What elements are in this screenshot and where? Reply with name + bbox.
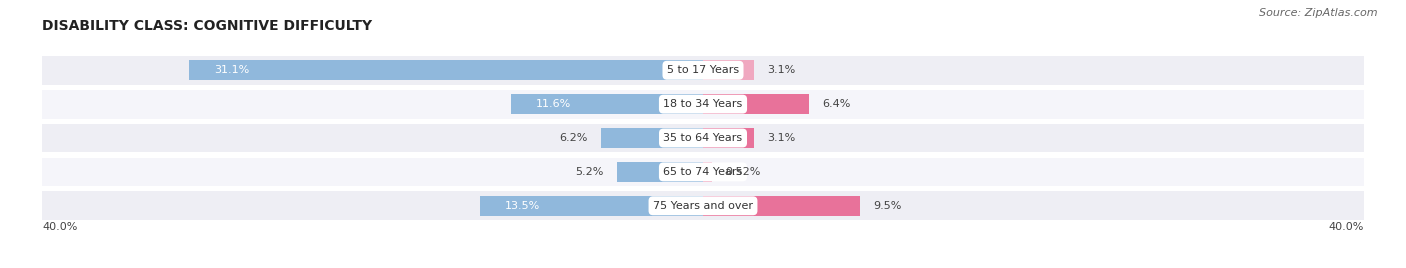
- Bar: [512, 94, 703, 114]
- Text: 40.0%: 40.0%: [1329, 222, 1364, 232]
- Text: 35 to 64 Years: 35 to 64 Years: [664, 133, 742, 143]
- Text: 65 to 74 Years: 65 to 74 Years: [664, 167, 742, 177]
- Bar: [190, 60, 703, 80]
- Text: 0.52%: 0.52%: [725, 167, 761, 177]
- Bar: [42, 56, 1364, 85]
- Text: Source: ZipAtlas.com: Source: ZipAtlas.com: [1260, 8, 1378, 18]
- Text: 11.6%: 11.6%: [536, 99, 571, 109]
- Bar: [703, 94, 808, 114]
- Bar: [600, 128, 703, 148]
- Text: 3.1%: 3.1%: [768, 133, 796, 143]
- Text: 3.1%: 3.1%: [768, 65, 796, 75]
- Text: 6.2%: 6.2%: [560, 133, 588, 143]
- Text: 18 to 34 Years: 18 to 34 Years: [664, 99, 742, 109]
- Bar: [42, 124, 1364, 152]
- Bar: [617, 162, 703, 182]
- Text: 13.5%: 13.5%: [505, 201, 540, 211]
- Bar: [42, 191, 1364, 220]
- Bar: [703, 128, 754, 148]
- Text: 75 Years and over: 75 Years and over: [652, 201, 754, 211]
- Bar: [42, 158, 1364, 186]
- Bar: [703, 162, 711, 182]
- Text: 5.2%: 5.2%: [575, 167, 605, 177]
- Text: 5 to 17 Years: 5 to 17 Years: [666, 65, 740, 75]
- Text: 31.1%: 31.1%: [214, 65, 249, 75]
- Text: 40.0%: 40.0%: [42, 222, 77, 232]
- Text: 6.4%: 6.4%: [823, 99, 851, 109]
- Bar: [42, 90, 1364, 118]
- Bar: [703, 196, 860, 216]
- Bar: [703, 60, 754, 80]
- Bar: [479, 196, 703, 216]
- Text: DISABILITY CLASS: COGNITIVE DIFFICULTY: DISABILITY CLASS: COGNITIVE DIFFICULTY: [42, 19, 373, 33]
- Text: 9.5%: 9.5%: [873, 201, 901, 211]
